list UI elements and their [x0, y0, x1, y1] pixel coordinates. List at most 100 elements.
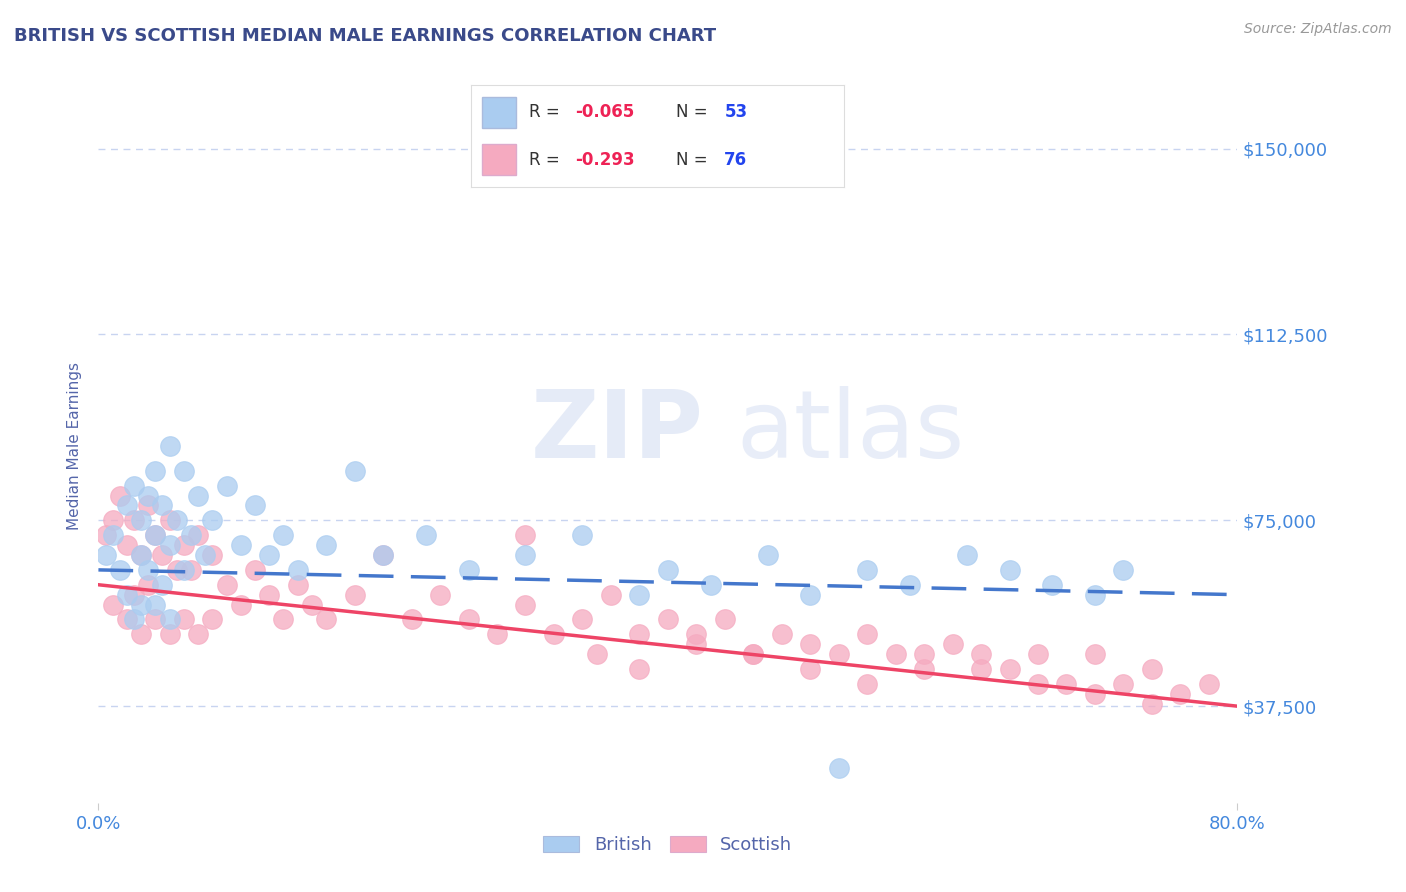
Point [942, 637, 965, 651]
Point [180, 563, 202, 577]
Point [856, 627, 879, 641]
Point [159, 627, 181, 641]
Point [94, 528, 117, 542]
Text: R =: R = [529, 151, 560, 169]
Point [401, 612, 423, 626]
Point [799, 588, 821, 602]
Point [828, 647, 851, 661]
Point [486, 627, 509, 641]
Point [94, 548, 117, 562]
Point [315, 612, 337, 626]
Point [373, 548, 395, 562]
Point [152, 578, 174, 592]
Point [970, 647, 993, 661]
Point [145, 528, 167, 542]
Text: 76: 76 [724, 151, 748, 169]
Point [912, 647, 935, 661]
Text: R =: R = [529, 103, 560, 121]
Point [108, 489, 131, 503]
Point [415, 528, 437, 542]
Point [145, 464, 167, 478]
Point [273, 528, 295, 542]
Point [187, 528, 209, 542]
Point [1026, 677, 1049, 691]
Legend: British, Scottish: British, Scottish [536, 829, 800, 862]
Point [201, 548, 224, 562]
Point [122, 612, 145, 626]
Y-axis label: Median Male Earnings: Median Male Earnings [67, 362, 83, 530]
Point [515, 528, 537, 542]
Point [457, 563, 479, 577]
Point [628, 627, 651, 641]
Point [173, 538, 195, 552]
Point [115, 588, 138, 602]
Point [152, 548, 174, 562]
Point [136, 578, 159, 592]
Point [173, 563, 195, 577]
Point [1112, 563, 1135, 577]
Point [1084, 647, 1107, 661]
Point [243, 563, 266, 577]
Point [243, 499, 266, 513]
Point [159, 439, 181, 453]
Point [543, 627, 565, 641]
Point [122, 588, 145, 602]
Point [799, 637, 821, 651]
Point [1084, 588, 1107, 602]
Point [159, 612, 181, 626]
Point [180, 528, 202, 542]
Point [129, 548, 152, 562]
Point [1040, 578, 1063, 592]
FancyBboxPatch shape [482, 145, 516, 175]
Point [515, 598, 537, 612]
Point [115, 538, 138, 552]
Point [699, 578, 721, 592]
Point [129, 513, 152, 527]
Point [628, 588, 651, 602]
Point [628, 662, 651, 676]
Point [600, 588, 623, 602]
Point [998, 563, 1021, 577]
Point [657, 563, 679, 577]
Point [159, 538, 181, 552]
Point [856, 677, 879, 691]
Point [1140, 697, 1163, 711]
Point [585, 647, 607, 661]
Point [229, 538, 252, 552]
Point [101, 513, 124, 527]
Point [742, 647, 765, 661]
Text: 53: 53 [724, 103, 748, 121]
Point [122, 478, 145, 492]
Point [287, 578, 309, 592]
Point [187, 627, 209, 641]
Point [1112, 677, 1135, 691]
Point [129, 627, 152, 641]
Point [259, 588, 281, 602]
Point [898, 578, 921, 592]
Point [201, 513, 224, 527]
Point [301, 598, 323, 612]
Text: BRITISH VS SCOTTISH MEDIAN MALE EARNINGS CORRELATION CHART: BRITISH VS SCOTTISH MEDIAN MALE EARNINGS… [14, 27, 716, 45]
Text: atlas: atlas [737, 385, 965, 478]
Point [115, 612, 138, 626]
Point [828, 761, 851, 775]
Point [194, 548, 217, 562]
Point [1198, 677, 1220, 691]
Point [173, 612, 195, 626]
Point [571, 528, 593, 542]
Point [287, 563, 309, 577]
Point [373, 548, 395, 562]
Point [273, 612, 295, 626]
Point [166, 563, 188, 577]
Point [856, 563, 879, 577]
Point [1026, 647, 1049, 661]
Point [166, 513, 188, 527]
Point [173, 464, 195, 478]
Text: -0.065: -0.065 [575, 103, 634, 121]
Text: N =: N = [676, 103, 707, 121]
Point [129, 598, 152, 612]
Point [956, 548, 979, 562]
Point [685, 627, 707, 641]
Point [970, 662, 993, 676]
Point [129, 548, 152, 562]
